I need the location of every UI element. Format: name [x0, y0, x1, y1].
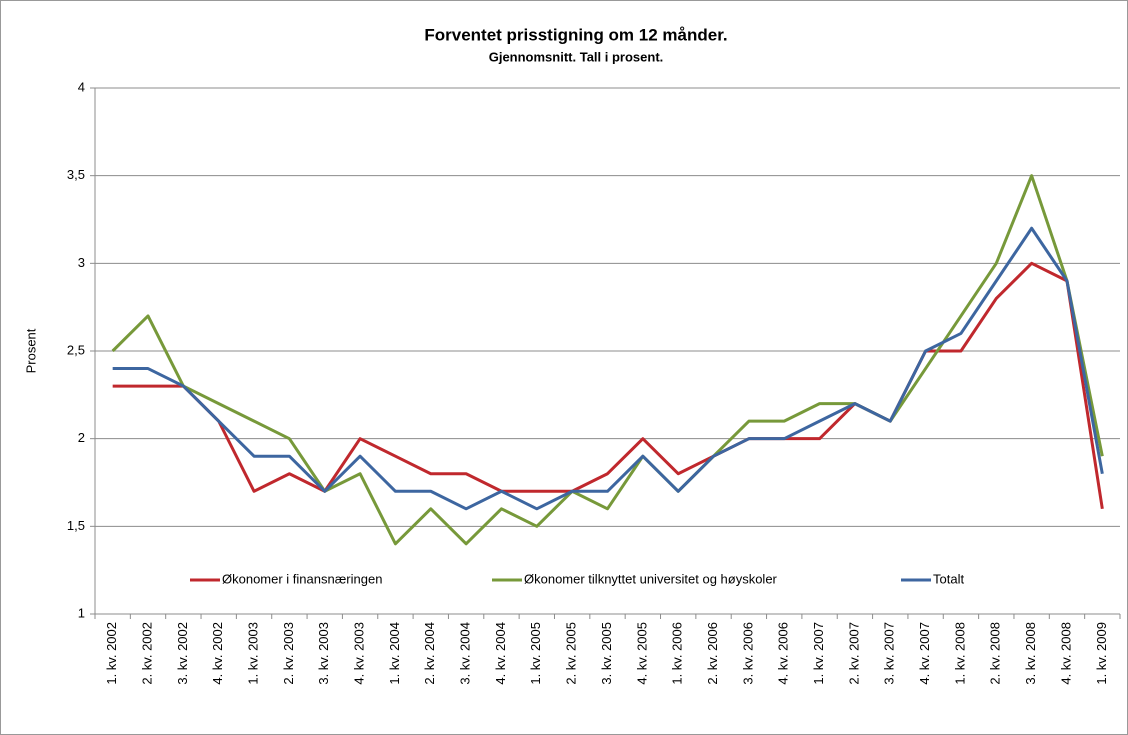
y-tick-label: 1,5	[67, 518, 85, 533]
y-tick-label: 1	[78, 605, 85, 620]
x-tick-label: 4. kv. 2002	[210, 622, 225, 685]
x-tick-label: 3. kv. 2003	[316, 622, 331, 685]
chart-subtitle: Gjennomsnitt. Tall i prosent.	[489, 49, 664, 64]
x-tick-label: 4. kv. 2003	[352, 622, 367, 685]
x-tick-label: 2. kv. 2004	[422, 622, 437, 685]
x-tick-label: 4. kv. 2006	[776, 622, 791, 685]
y-tick-label: 2,5	[67, 342, 85, 357]
x-tick-label: 3. kv. 2005	[599, 622, 614, 685]
chart-title: Forventet prisstigning om 12 månder.	[424, 25, 727, 44]
y-tick-label: 2	[78, 430, 85, 445]
x-tick-label: 4. kv. 2008	[1058, 622, 1073, 685]
x-tick-label: 1. kv. 2002	[104, 622, 119, 685]
x-tick-label: 3. kv. 2006	[740, 622, 755, 685]
x-tick-label: 4. kv. 2004	[493, 622, 508, 685]
series-line	[112, 226, 1104, 511]
series-line	[111, 174, 1104, 546]
x-tick-label: 1. kv. 2008	[952, 622, 967, 685]
legend-label: Totalt	[933, 571, 964, 586]
x-tick-label: 1. kv. 2005	[528, 622, 543, 685]
x-tick-label: 3. kv. 2002	[175, 622, 190, 685]
x-tick-label: 1. kv. 2009	[1094, 622, 1109, 685]
x-tick-label: 2. kv. 2002	[139, 622, 154, 685]
legend-label: Økonomer tilknyttet universitet og høysk…	[524, 571, 778, 586]
legend-label: Økonomer i finansnæringen	[222, 571, 382, 586]
x-tick-label: 3. kv. 2008	[1023, 622, 1038, 685]
x-tick-label: 2. kv. 2006	[705, 622, 720, 685]
x-tick-label: 4. kv. 2007	[917, 622, 932, 685]
x-tick-label: 1. kv. 2004	[387, 622, 402, 685]
x-tick-label: 1. kv. 2006	[670, 622, 685, 685]
x-tick-label: 2. kv. 2008	[988, 622, 1003, 685]
x-tick-label: 2. kv. 2003	[281, 622, 296, 685]
y-tick-label: 3,5	[67, 167, 85, 182]
x-tick-label: 4. kv. 2005	[634, 622, 649, 685]
x-tick-label: 1. kv. 2003	[245, 622, 260, 685]
x-tick-label: 2. kv. 2007	[846, 622, 861, 685]
x-tick-label: 3. kv. 2004	[458, 622, 473, 685]
y-axis-label: Prosent	[23, 328, 38, 373]
y-tick-label: 3	[78, 255, 85, 270]
x-tick-label: 3. kv. 2007	[882, 622, 897, 685]
x-tick-label: 1. kv. 2007	[811, 622, 826, 685]
y-tick-label: 4	[78, 79, 85, 94]
x-tick-label: 2. kv. 2005	[564, 622, 579, 685]
